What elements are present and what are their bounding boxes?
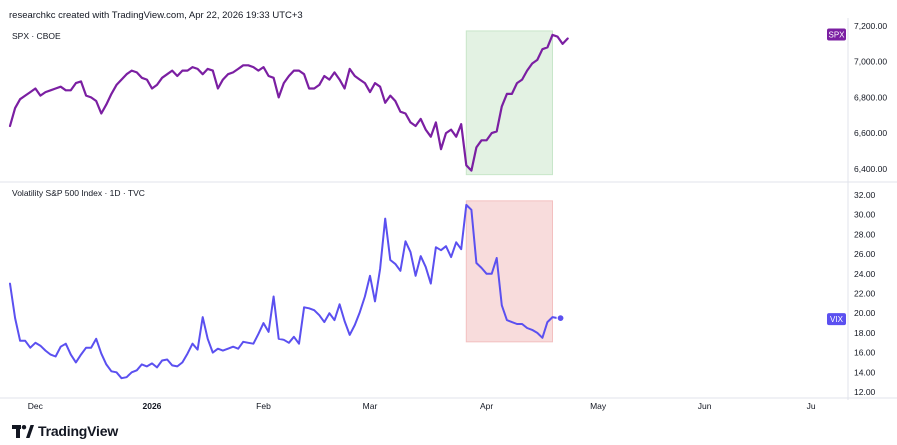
x-axis-label-jun: Jun (698, 401, 712, 411)
vix-pane-title: Volatility S&P 500 Index · 1D · TVC (12, 188, 145, 198)
spx-last-label: SPX (828, 31, 845, 40)
tradingview-logo-icon (12, 424, 34, 438)
vix-y-tick-label: 26.00 (854, 249, 876, 259)
vix-y-tick-label: 30.00 (854, 210, 876, 220)
vix-y-tick-label: 16.00 (854, 348, 876, 358)
vix-last-label: VIX (830, 315, 844, 324)
x-axis-label-mar: Mar (363, 401, 378, 411)
vix-series-line[interactable] (9, 203, 559, 380)
chart-attribution: researchkc created with TradingView.com,… (9, 10, 303, 21)
vix-y-tick-label: 24.00 (854, 269, 876, 279)
x-axis-label-dec: Dec (28, 401, 44, 411)
spx-y-tick-label: 6,800.00 (854, 92, 887, 102)
vix-highlight-range (465, 200, 553, 343)
vix-y-tick-label: 18.00 (854, 328, 876, 338)
x-axis-label-may: May (590, 401, 607, 411)
spx-pane-title: SPX · CBOE (12, 31, 61, 41)
vix-y-tick-label: 28.00 (854, 229, 876, 239)
x-axis-label-apr: Apr (480, 401, 493, 411)
tradingview-logo-text: TradingView (38, 423, 119, 439)
vix-y-tick-label: 14.00 (854, 367, 876, 377)
spx-y-tick-label: 6,600.00 (854, 128, 887, 138)
spx-last-label-badge[interactable] (827, 28, 846, 41)
vix-y-tick-label: 32.00 (854, 190, 876, 200)
vix-last-point[interactable] (556, 314, 565, 323)
vix-y-tick-label: 12.00 (854, 387, 876, 397)
x-axis-label-2026: 2026 (142, 401, 161, 411)
x-axis-label-feb: Feb (256, 401, 271, 411)
spx-highlight-range (465, 30, 553, 176)
vix-y-tick-label: 20.00 (854, 308, 876, 318)
spx-y-tick-label: 6,400.00 (854, 164, 887, 174)
spx-series-line[interactable] (8, 33, 569, 172)
vix-y-tick-label: 22.00 (854, 289, 876, 299)
x-axis-label-ju: Ju (807, 401, 816, 411)
spx-y-tick-label: 7,000.00 (854, 57, 887, 67)
spx-y-tick-label: 7,200.00 (854, 21, 887, 31)
tradingview-logo[interactable]: TradingView (12, 423, 118, 439)
vix-last-label-badge[interactable] (827, 313, 846, 326)
